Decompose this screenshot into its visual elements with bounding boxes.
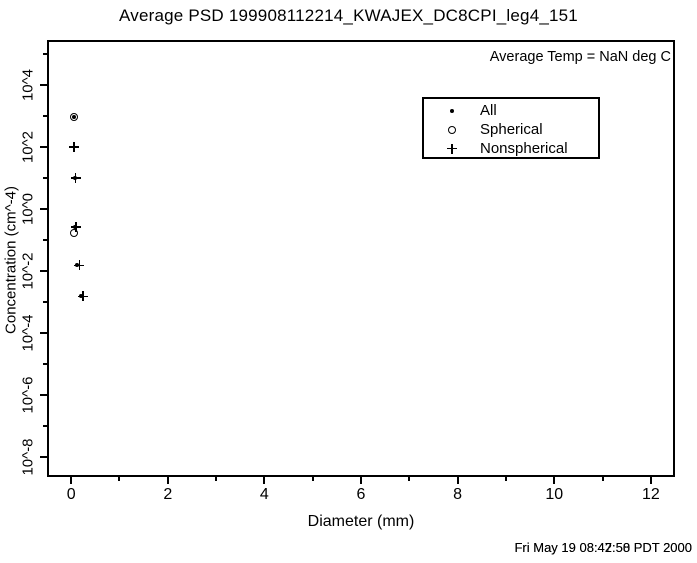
y-minor-tick (43, 176, 47, 179)
x-major-tick (456, 477, 459, 484)
legend-label-spherical: Spherical (480, 121, 543, 138)
x-axis-label: Diameter (mm) (307, 513, 415, 530)
plot-frame (47, 40, 675, 477)
x-tick-label: 8 (453, 486, 463, 503)
y-tick-label: 10^4 (19, 68, 37, 101)
y-minor-tick (43, 362, 47, 365)
x-minor-tick (601, 477, 604, 481)
x-minor-tick (408, 477, 411, 481)
x-tick-label: 6 (356, 486, 366, 503)
x-major-tick (263, 477, 266, 484)
x-major-tick (553, 477, 556, 484)
average-temp-annotation: Average Temp = NaN deg C (489, 49, 671, 65)
x-minor-tick (215, 477, 218, 481)
y-major-tick (40, 393, 47, 396)
x-minor-tick (311, 477, 314, 481)
x-tick-label: 12 (641, 486, 660, 503)
x-tick-label: 2 (163, 486, 173, 503)
x-tick-label: 4 (259, 486, 269, 503)
y-minor-tick (43, 52, 47, 55)
y-major-tick (40, 83, 47, 86)
y-tick-label: 10^2 (19, 130, 37, 163)
y-axis-label: Concentration (cm^-4) (2, 186, 20, 334)
y-minor-tick (43, 238, 47, 241)
legend-label-nonspherical: Nonspherical (480, 140, 568, 157)
x-major-tick (649, 477, 652, 484)
y-major-tick (40, 207, 47, 210)
x-minor-tick (504, 477, 507, 481)
x-tick-label: 0 (66, 486, 76, 503)
circle-marker-icon (424, 125, 480, 134)
nonspherical-point-marker (70, 172, 81, 183)
nonspherical-point-marker (69, 141, 80, 152)
nonspherical-point-marker (74, 260, 85, 271)
legend-row-nonspherical: Nonspherical (424, 139, 598, 158)
x-major-tick (166, 477, 169, 484)
dot-marker-icon (424, 108, 480, 113)
x-major-tick (360, 477, 362, 484)
legend-row-spherical: Spherical (424, 120, 598, 139)
nonspherical-point-marker (78, 291, 89, 302)
y-tick-label: 10^-6 (19, 376, 37, 414)
x-tick-label: 10 (545, 486, 564, 503)
y-minor-tick (43, 300, 47, 303)
y-major-tick (40, 269, 47, 272)
spherical-point-marker (70, 113, 79, 122)
x-minor-tick (118, 477, 121, 481)
spherical-point-marker (69, 228, 78, 237)
y-minor-tick (43, 114, 47, 117)
y-tick-label: 10^-4 (19, 314, 37, 352)
legend-row-all: All (424, 101, 598, 120)
y-tick-label: 10^0 (19, 192, 37, 225)
y-tick-label: 10^-2 (19, 252, 37, 290)
legend-label-all: All (480, 102, 497, 119)
legend-box: All Spherical Nonspherical (422, 97, 600, 159)
x-major-tick (70, 477, 73, 484)
y-tick-label: 10^-8 (19, 438, 37, 476)
y-minor-tick (43, 424, 47, 427)
nonspherical-point-marker (70, 222, 81, 233)
y-major-tick (40, 145, 47, 148)
y-major-tick (40, 455, 47, 458)
y-major-tick (40, 331, 47, 334)
chart-title: Average PSD 199908112214_KWAJEX_DC8CPI_l… (119, 6, 578, 25)
plot-timestamp-back: Fri May 19 08:47:50 PDT 2000 (514, 540, 692, 555)
plus-marker-icon (424, 143, 480, 154)
plot-timestamp-front: Fri May 19 08:42:58 PDT 2000 (514, 540, 692, 555)
